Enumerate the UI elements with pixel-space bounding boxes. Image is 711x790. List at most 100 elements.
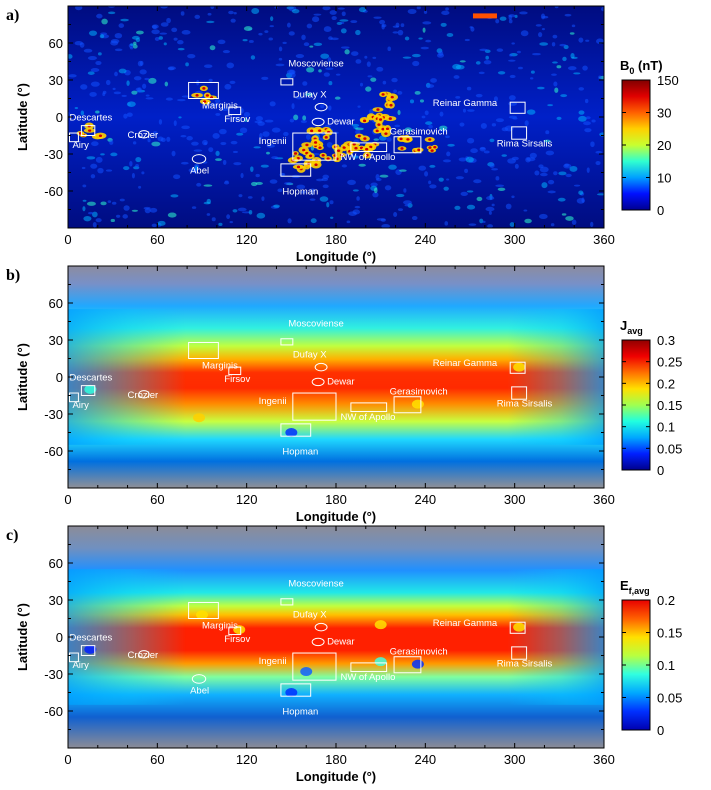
colorbar-tick-label: 0.1	[657, 420, 675, 435]
site-label-gerasimovich: Gerasimovich	[390, 126, 448, 137]
x-tick-label: 0	[64, 492, 71, 507]
site-ellipse-dufay-x	[314, 102, 328, 112]
site-box-hopman	[280, 163, 312, 177]
panel-2: Moscoviense Marginis Dufay X Reinar Gamma De…	[6, 265, 682, 524]
site-ellipse-dewar	[311, 637, 325, 647]
x-tick-label: 300	[504, 492, 526, 507]
colorbar-tick-label: 150	[657, 73, 679, 88]
site-label-ingenii: Ingenii	[259, 136, 287, 147]
y-tick-label: 0	[56, 370, 63, 385]
site-box-firsov	[228, 366, 242, 376]
site-box-reinar-gamma	[509, 621, 526, 634]
colorbar-tick-label: 0.05	[657, 691, 682, 706]
y-tick-label: -30	[44, 407, 63, 422]
y-tick-label: 0	[56, 110, 63, 125]
y-tick-label: 30	[49, 333, 63, 348]
colorbar	[621, 79, 651, 211]
site-label-dufay-x: Dufay X	[293, 609, 327, 620]
site-box-moscoviense	[280, 78, 294, 86]
site-label-marginis: Marginis	[202, 620, 238, 631]
x-tick-label: 180	[325, 232, 347, 247]
site-label-ingenii: Ingenii	[259, 656, 287, 667]
site-label-hopman: Hopman	[282, 707, 318, 718]
site-box-airy	[68, 652, 79, 663]
y-tick-label: 30	[49, 593, 63, 608]
colorbar-title-subscript: 0	[629, 66, 634, 76]
y-tick-label: 60	[49, 296, 63, 311]
site-label-airy: Airy	[72, 660, 89, 671]
colorbar-tick-label: 0	[657, 203, 664, 218]
colorbar-title-main: B	[620, 58, 629, 73]
site-label-rima-sirsalis: Rima Sirsalis	[497, 139, 553, 150]
heatmap-image: Moscoviense Marginis Dufay X Reinar Gamma De…	[68, 266, 604, 488]
colorbar-tick-label: 0.15	[657, 626, 682, 641]
colorbar-tick-label: 20	[657, 138, 671, 153]
site-label-reinar-gamma: Reinar Gamma	[433, 98, 498, 109]
site-box-descartes	[80, 385, 96, 396]
y-tick-label: 60	[49, 556, 63, 571]
site-label-airy: Airy	[72, 400, 89, 411]
colorbar-tick-label: 0.15	[657, 398, 682, 413]
site-box-marginis	[188, 81, 219, 99]
site-label-crozier: Crozier	[128, 130, 159, 141]
x-tick-label: 240	[414, 492, 436, 507]
x-tick-label: 0	[64, 752, 71, 767]
y-tick-label: -30	[44, 147, 63, 162]
x-tick-label: 60	[150, 752, 164, 767]
site-label-ingenii: Ingenii	[259, 396, 287, 407]
site-ellipse-abel	[191, 674, 207, 684]
site-box-descartes	[80, 125, 96, 136]
site-label-firsov: Firsov	[224, 634, 250, 645]
site-box-hopman	[280, 423, 312, 437]
site-label-crozier: Crozier	[128, 650, 159, 661]
colorbar-title-suffix: (nT)	[634, 58, 662, 73]
site-ellipse-dewar	[311, 117, 325, 127]
colorbar	[621, 339, 651, 471]
x-tick-label: 240	[414, 752, 436, 767]
panel-label: c)	[6, 527, 18, 544]
site-label-gerasimovich: Gerasimovich	[390, 386, 448, 397]
site-label-dewar: Dewar	[327, 636, 354, 647]
x-tick-label: 60	[150, 232, 164, 247]
site-label-descartes: Descartes	[69, 113, 112, 124]
site-ellipse-dufay-x	[314, 362, 328, 372]
site-box-nw-of-apollo	[350, 142, 388, 153]
site-label-nw-of-apollo: NW of Apollo	[340, 412, 395, 423]
site-ellipse-abel	[191, 154, 207, 164]
y-axis-label: Latitude (°)	[15, 603, 30, 671]
x-tick-label: 360	[593, 752, 615, 767]
colorbar-title-main: J	[620, 318, 627, 333]
site-label-descartes: Descartes	[69, 373, 112, 384]
site-label-dewar: Dewar	[327, 116, 354, 127]
site-box-gerasimovich	[393, 136, 422, 154]
site-box-rima-sirsalis	[511, 126, 528, 140]
site-label-nw-of-apollo: NW of Apollo	[340, 152, 395, 163]
colorbar-title-subscript: f,avg	[629, 586, 650, 596]
site-box-airy	[68, 132, 79, 143]
x-tick-label: 120	[236, 232, 258, 247]
y-tick-label: 30	[49, 73, 63, 88]
site-box-reinar-gamma	[509, 361, 526, 374]
site-label-marginis: Marginis	[202, 100, 238, 111]
site-box-gerasimovich	[393, 396, 422, 414]
site-box-airy	[68, 392, 79, 403]
site-box-moscoviense	[280, 598, 294, 606]
site-box-firsov	[228, 106, 242, 116]
site-box-rima-sirsalis	[511, 646, 528, 660]
site-label-airy: Airy	[72, 140, 89, 151]
site-label-dufay-x: Dufay X	[293, 89, 327, 100]
site-box-nw-of-apollo	[350, 662, 388, 673]
x-tick-label: 360	[593, 232, 615, 247]
panel-1: Moscoviense Marginis Dufay X Reinar Gamma De…	[6, 5, 679, 264]
site-label-moscoviense: Moscoviense	[288, 578, 343, 589]
site-label-rima-sirsalis: Rima Sirsalis	[497, 399, 553, 410]
y-tick-label: -60	[44, 184, 63, 199]
x-tick-label: 60	[150, 492, 164, 507]
site-label-reinar-gamma: Reinar Gamma	[433, 618, 498, 629]
site-label-nw-of-apollo: NW of Apollo	[340, 672, 395, 683]
x-tick-label: 180	[325, 492, 347, 507]
colorbar-tick-label: 30	[657, 106, 671, 121]
site-box-marginis	[188, 341, 219, 360]
site-box-gerasimovich	[393, 656, 422, 674]
panel-label: a)	[6, 7, 19, 24]
